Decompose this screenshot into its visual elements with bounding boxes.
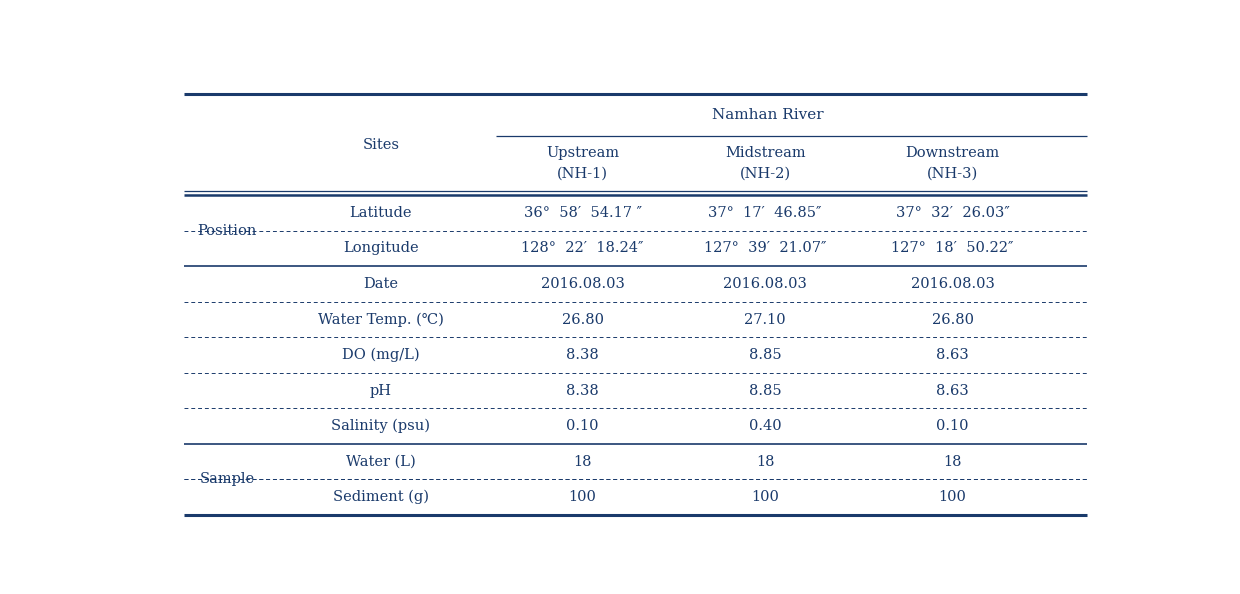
Text: 0.10: 0.10 (567, 419, 599, 433)
Text: 27.10: 27.10 (744, 312, 786, 327)
Text: 127°  18′  50.22″: 127° 18′ 50.22″ (892, 241, 1014, 255)
Text: (NH-1): (NH-1) (557, 166, 608, 181)
Text: 100: 100 (939, 490, 966, 504)
Text: Sites: Sites (362, 138, 399, 151)
Text: 2016.08.03: 2016.08.03 (541, 277, 625, 291)
Text: Midstream: Midstream (725, 146, 806, 160)
Text: 8.63: 8.63 (936, 384, 968, 397)
Text: 8.38: 8.38 (567, 348, 599, 362)
Text: 37°  32′  26.03″: 37° 32′ 26.03″ (895, 206, 1009, 220)
Text: 18: 18 (573, 454, 591, 469)
Text: 8.85: 8.85 (749, 384, 781, 397)
Text: pH: pH (370, 384, 392, 397)
Text: Upstream: Upstream (546, 146, 619, 160)
Text: 0.40: 0.40 (749, 419, 781, 433)
Text: Date: Date (363, 277, 398, 291)
Text: Water (L): Water (L) (346, 454, 415, 469)
Text: (NH-3): (NH-3) (928, 166, 978, 181)
Text: 127°  39′  21.07″: 127° 39′ 21.07″ (704, 241, 827, 255)
Text: 26.80: 26.80 (931, 312, 973, 327)
Text: 128°  22′  18.24″: 128° 22′ 18.24″ (521, 241, 644, 255)
Text: 2016.08.03: 2016.08.03 (723, 277, 807, 291)
Text: 26.80: 26.80 (562, 312, 604, 327)
Text: 100: 100 (569, 490, 596, 504)
Text: Sediment (g): Sediment (g) (332, 490, 429, 504)
Text: 37°  17′  46.85″: 37° 17′ 46.85″ (708, 206, 822, 220)
Text: Latitude: Latitude (350, 206, 412, 220)
Text: Salinity (psu): Salinity (psu) (331, 419, 430, 433)
Text: 8.38: 8.38 (567, 384, 599, 397)
Text: Water Temp. (℃): Water Temp. (℃) (317, 312, 444, 327)
Text: 36°  58′  54.17 ″: 36° 58′ 54.17 ″ (523, 206, 642, 220)
Text: 0.10: 0.10 (936, 419, 968, 433)
Text: 100: 100 (751, 490, 779, 504)
Text: Position: Position (197, 224, 257, 238)
Text: 8.63: 8.63 (936, 348, 968, 362)
Text: Longitude: Longitude (343, 241, 419, 255)
Text: Downstream: Downstream (905, 146, 999, 160)
Text: DO (mg/L): DO (mg/L) (342, 348, 419, 362)
Text: Namhan River: Namhan River (712, 108, 823, 122)
Text: 18: 18 (944, 454, 962, 469)
Text: (NH-2): (NH-2) (740, 166, 791, 181)
Text: 18: 18 (756, 454, 775, 469)
Text: 2016.08.03: 2016.08.03 (910, 277, 994, 291)
Text: 8.85: 8.85 (749, 348, 781, 362)
Text: Sample: Sample (200, 472, 254, 486)
